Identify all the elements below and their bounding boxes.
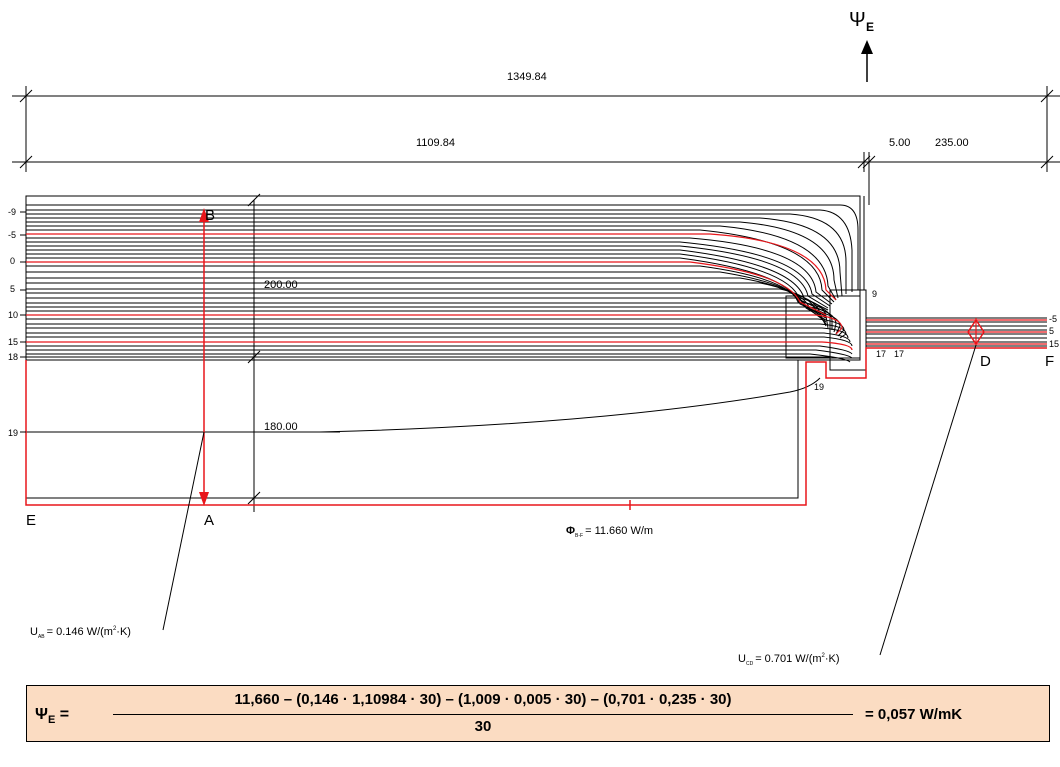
formula-lhs: ΨE = [35,706,69,726]
dimension-lines [12,86,1060,512]
u-cd-annotation: UCD = 0.701 W/(m2·K) [738,653,840,667]
section-ab-arrow-top [199,208,209,222]
psi-e-marker: Ψ E [849,9,874,82]
point-label-a: A [204,512,214,529]
formula-psi-symbol: Ψ [35,706,48,723]
formula-psi-subscript: E [47,714,56,727]
svg-text:10: 10 [8,310,18,320]
formula-fraction-line [113,714,853,715]
svg-text:5: 5 [1049,326,1054,336]
psi-e-subscript: E [866,20,874,34]
isotherm-ticks-left [20,211,26,433]
psi-e-arrow-head [861,40,873,54]
dim-total: 1349.84 [507,71,547,83]
svg-text:19: 19 [814,382,824,392]
svg-text:17: 17 [876,349,886,359]
formula-result: = 0,057 W/mK [865,706,963,723]
svg-text:17: 17 [894,349,904,359]
svg-text:0: 0 [10,256,15,266]
svg-text:-5: -5 [1049,314,1057,324]
isotherm-labels-right: -5 5 15 [1049,314,1059,349]
point-label-f: F [1045,353,1054,370]
formula-denominator: 30 [474,718,492,735]
svg-text:5: 5 [10,284,15,294]
isotherm-labels-center: 9 17 17 19 [814,289,904,392]
isotherms-red [26,233,1047,351]
formula-equals: = [59,706,70,723]
svg-text:-9: -9 [8,207,16,217]
dim-height-lower: 180.00 [264,421,298,433]
section-ab-arrow-bottom [199,492,209,506]
formula-numerator: 11,660 – (0,146 · 1,10984 · 30) – (1,009… [234,691,732,708]
point-label-b: B [205,207,215,224]
thermal-bridge-diagram: Ψ E 1349.84 1109.84 5.00 235.00 200.00 1… [8,9,1060,667]
point-label-e: E [26,512,36,529]
u-ab-leader [162,431,205,631]
svg-text:15: 15 [1049,339,1059,349]
dim-right-small: 5.00 [889,137,910,149]
svg-text:18: 18 [8,352,18,362]
u-ab-annotation: UAB = 0.146 W/(m2·K) [30,626,131,640]
isotherm-labels-left: -9 -5 0 5 10 15 18 19 [8,207,18,438]
boundary-path-red [25,347,1047,510]
dim-height-upper: 200.00 [264,279,298,291]
section-ab [199,208,209,506]
psi-formula-box: ΨE = 11,660 – (0,146 · 1,10984 · 30) – (… [26,685,1050,742]
svg-text:-5: -5 [8,230,16,240]
dim-left: 1109.84 [416,137,455,149]
psi-e-symbol: Ψ [849,9,866,31]
svg-text:15: 15 [8,337,18,347]
phi-annotation: ΦB-F = 11.660 W/m [566,525,653,539]
svg-text:9: 9 [872,289,877,299]
section-cd [967,318,985,346]
u-cd-leader [879,344,977,656]
isotherms-black [26,204,1047,433]
point-label-d: D [980,353,991,370]
construction-outline [25,195,867,499]
svg-text:19: 19 [8,428,18,438]
dim-right-large: 235.00 [935,137,969,149]
